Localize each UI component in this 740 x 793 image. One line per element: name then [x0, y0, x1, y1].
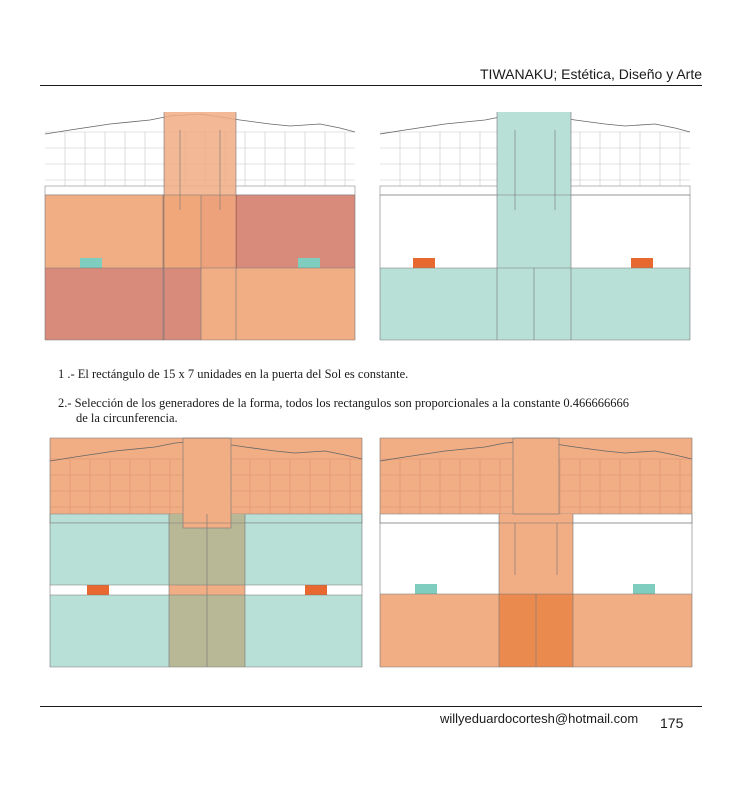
orange-block-left — [413, 258, 435, 268]
running-header: TIWANAKU; Estética, Diseño y Arte — [480, 66, 702, 82]
teal-block-right — [633, 584, 655, 594]
left-panel — [45, 195, 163, 268]
vertical-column — [164, 112, 236, 268]
teal-block-left — [80, 258, 102, 268]
caption-item-2-line-1: 2.- Selección de los generadores de la f… — [58, 396, 630, 410]
caption-item-2: 2.- Selección de los generadores de la f… — [58, 396, 708, 426]
orange-block-right — [631, 258, 653, 268]
orange-block-right — [305, 585, 327, 595]
teal-block-left — [415, 584, 437, 594]
upper-column — [182, 437, 232, 529]
vertical-column — [499, 514, 573, 594]
orange-block-left — [87, 585, 109, 595]
construction-lines — [49, 437, 363, 668]
right-panel — [237, 195, 355, 268]
figure-bottom-left — [49, 437, 363, 668]
footer-rule — [40, 706, 702, 707]
figure-top-left — [44, 112, 356, 341]
lower-left-panel — [45, 268, 201, 340]
upper-column — [512, 437, 560, 515]
construction-lines — [379, 112, 691, 341]
construction-lines — [44, 112, 356, 341]
page-number: 175 — [660, 715, 684, 731]
header-rule — [40, 85, 702, 86]
figure-top-right — [379, 112, 691, 341]
figure-bottom-right — [379, 437, 693, 668]
caption-item-1: 1 .- El rectángulo de 15 x 7 unidades en… — [58, 367, 409, 381]
caption-item-2-line-2: de la circunferencia. — [76, 411, 178, 425]
construction-lines — [379, 437, 693, 668]
vertical-column — [497, 112, 571, 268]
lower-right-panel — [201, 268, 355, 340]
teal-block-right — [298, 258, 320, 268]
lower-band — [380, 268, 690, 340]
footer-email: willyeduardocortesh@hotmail.com — [440, 711, 639, 726]
